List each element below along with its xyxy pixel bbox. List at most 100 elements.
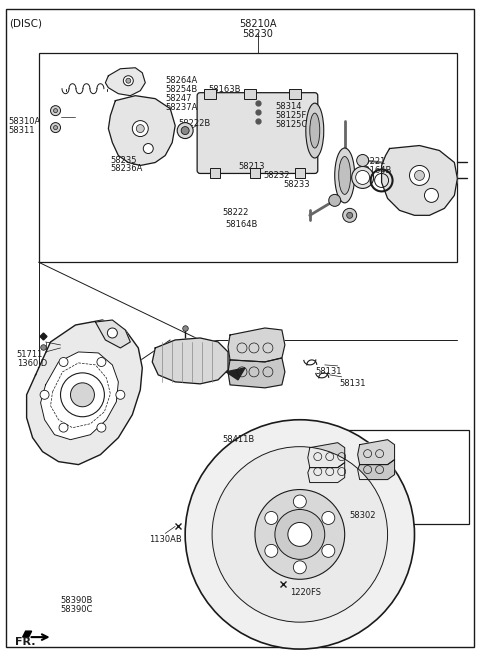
Circle shape — [424, 188, 438, 202]
Bar — [295, 169, 305, 179]
Text: 1130AB: 1130AB — [149, 535, 181, 544]
Polygon shape — [308, 443, 345, 468]
Bar — [210, 169, 220, 179]
Text: 58213: 58213 — [238, 163, 264, 171]
Circle shape — [322, 511, 335, 525]
Circle shape — [50, 105, 60, 115]
Text: FR.: FR. — [15, 637, 35, 647]
Polygon shape — [358, 459, 395, 480]
Circle shape — [181, 127, 189, 134]
Text: 58314: 58314 — [275, 101, 301, 111]
Circle shape — [59, 358, 68, 366]
Circle shape — [265, 544, 278, 558]
Text: 58125C: 58125C — [275, 120, 307, 129]
Polygon shape — [228, 358, 285, 388]
Circle shape — [415, 171, 424, 181]
Polygon shape — [106, 68, 145, 96]
Text: 58390B: 58390B — [60, 596, 93, 605]
Circle shape — [71, 383, 95, 407]
Ellipse shape — [306, 103, 324, 158]
Text: 58310A: 58310A — [9, 117, 41, 126]
Polygon shape — [226, 368, 245, 380]
Circle shape — [329, 194, 341, 206]
Circle shape — [123, 76, 133, 86]
Circle shape — [54, 126, 58, 130]
Bar — [289, 89, 301, 99]
Text: 58264A: 58264A — [165, 76, 197, 85]
Circle shape — [275, 509, 325, 559]
Bar — [244, 89, 256, 99]
FancyBboxPatch shape — [197, 93, 318, 173]
Ellipse shape — [335, 148, 355, 203]
Ellipse shape — [356, 171, 370, 185]
Bar — [250, 169, 260, 179]
Circle shape — [347, 212, 353, 218]
Circle shape — [126, 78, 131, 83]
Text: 58235: 58235 — [110, 156, 137, 165]
Text: 58233: 58233 — [283, 181, 310, 189]
Polygon shape — [152, 338, 228, 384]
Circle shape — [97, 423, 106, 432]
Circle shape — [50, 123, 60, 132]
Bar — [300, 430, 469, 525]
Circle shape — [40, 390, 49, 399]
Polygon shape — [96, 320, 130, 348]
Circle shape — [177, 123, 193, 138]
Text: 58232: 58232 — [263, 171, 289, 181]
Ellipse shape — [310, 113, 320, 148]
Circle shape — [288, 523, 312, 546]
Text: 58230: 58230 — [242, 29, 274, 39]
Circle shape — [409, 165, 430, 185]
Ellipse shape — [339, 156, 351, 194]
Circle shape — [116, 390, 125, 399]
Circle shape — [136, 125, 144, 132]
Ellipse shape — [352, 167, 373, 188]
Polygon shape — [228, 328, 285, 362]
Text: 58221: 58221 — [360, 158, 386, 167]
Bar — [38, 53, 457, 262]
Polygon shape — [308, 463, 345, 482]
Polygon shape — [26, 320, 142, 465]
Circle shape — [212, 447, 387, 622]
Circle shape — [60, 373, 104, 416]
Polygon shape — [358, 440, 395, 465]
Text: 58163B: 58163B — [208, 85, 240, 94]
Polygon shape — [23, 631, 32, 637]
Polygon shape — [108, 96, 175, 165]
Text: 58247: 58247 — [165, 94, 192, 103]
Circle shape — [59, 423, 68, 432]
Circle shape — [185, 420, 415, 649]
Circle shape — [293, 561, 306, 574]
Text: 58210A: 58210A — [239, 19, 276, 29]
Circle shape — [265, 511, 278, 525]
Polygon shape — [382, 146, 457, 215]
Bar — [204, 89, 216, 99]
Text: 58125F: 58125F — [275, 111, 306, 120]
Circle shape — [255, 490, 345, 579]
Polygon shape — [41, 352, 119, 440]
Text: 51711: 51711 — [17, 350, 43, 359]
Circle shape — [322, 544, 335, 558]
Text: 58131: 58131 — [316, 367, 342, 376]
Text: 58411B: 58411B — [222, 435, 254, 444]
Circle shape — [132, 121, 148, 136]
Text: 1220FS: 1220FS — [290, 588, 321, 597]
Text: (DISC): (DISC) — [9, 19, 42, 29]
Text: 58164B: 58164B — [360, 167, 392, 175]
Text: 58311: 58311 — [9, 126, 35, 134]
Circle shape — [108, 328, 117, 338]
Circle shape — [357, 154, 369, 167]
Circle shape — [97, 358, 106, 366]
Circle shape — [293, 495, 306, 508]
Text: 58236A: 58236A — [110, 165, 143, 173]
Circle shape — [54, 109, 58, 113]
Text: 58390C: 58390C — [60, 605, 93, 614]
Text: 1360JD: 1360JD — [17, 359, 47, 368]
Circle shape — [343, 208, 357, 222]
Text: 58254B: 58254B — [165, 85, 197, 94]
Text: 58222B: 58222B — [178, 119, 210, 128]
Text: 58302: 58302 — [349, 511, 376, 521]
Text: 58237A: 58237A — [165, 103, 198, 111]
Text: 58164B: 58164B — [226, 220, 258, 229]
Text: 58222: 58222 — [222, 208, 249, 217]
